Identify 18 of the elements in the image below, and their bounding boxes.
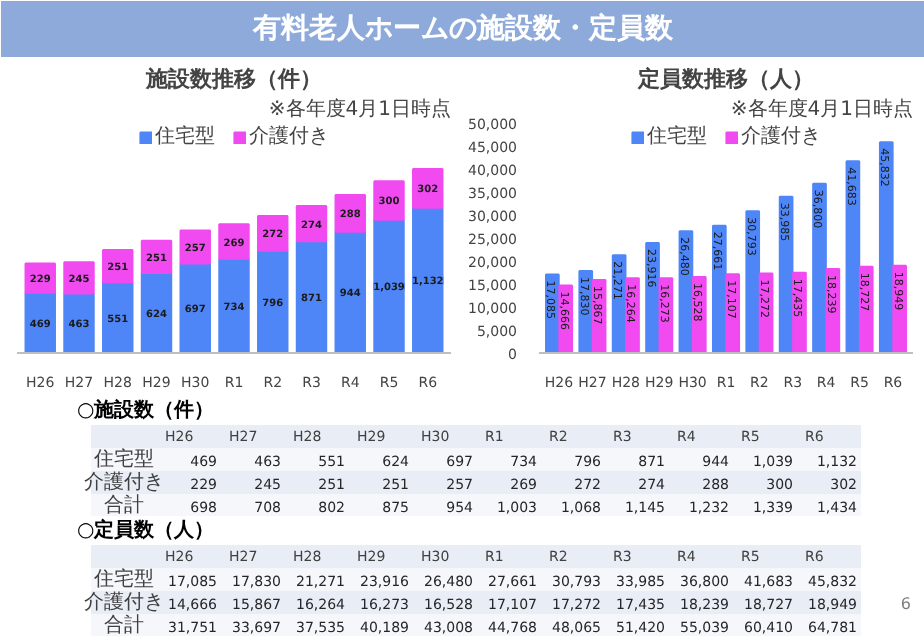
chart-title: 定員数推移（人） (636, 66, 814, 92)
legend-label: 住宅型 (155, 123, 215, 150)
text: 有料老人ホームの施設数・定員数 (251, 11, 675, 45)
text: 6 (900, 594, 912, 613)
series-label: 合計 (104, 492, 144, 517)
legend-label: 介護付き (249, 123, 329, 150)
legend-label: 介護付き (741, 123, 821, 150)
legend-label: 住宅型 (647, 123, 707, 150)
series-label: 合計 (104, 612, 144, 637)
series-label: 介護付き (84, 589, 164, 614)
text: ○施設数（件） (77, 398, 215, 422)
text: ※各年度4月1日時点 (268, 97, 452, 121)
series-label: 住宅型 (94, 566, 154, 591)
text: ※各年度4月1日時点 (730, 97, 914, 121)
series-label: 住宅型 (94, 446, 154, 471)
text: ○定員数（人） (77, 518, 215, 542)
series-label: 介護付き (84, 469, 164, 494)
chart-title: 施設数推移（件） (144, 66, 322, 92)
